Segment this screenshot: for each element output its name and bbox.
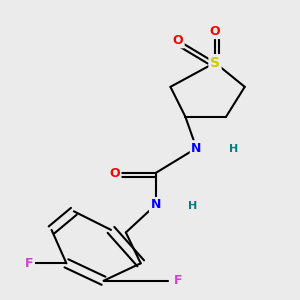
Text: N: N bbox=[150, 199, 161, 212]
Text: O: O bbox=[172, 34, 183, 47]
Text: N: N bbox=[191, 142, 202, 154]
Text: F: F bbox=[174, 274, 182, 287]
Text: H: H bbox=[188, 202, 197, 212]
Text: S: S bbox=[210, 56, 220, 70]
Text: H: H bbox=[229, 144, 238, 154]
Text: F: F bbox=[25, 257, 34, 270]
Text: O: O bbox=[210, 25, 220, 38]
Text: O: O bbox=[110, 167, 120, 179]
